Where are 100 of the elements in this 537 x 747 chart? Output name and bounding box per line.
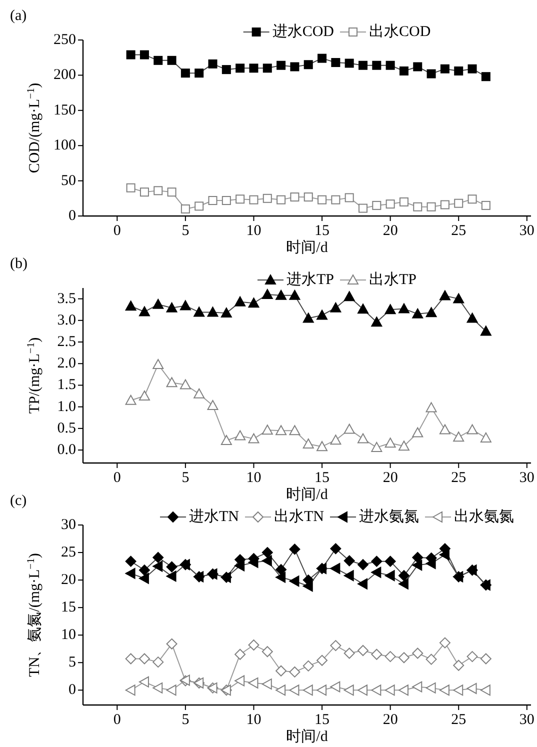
point	[180, 68, 190, 78]
point	[330, 434, 342, 445]
point	[249, 64, 258, 73]
legend-label: 出水COD	[369, 23, 431, 40]
point	[384, 570, 395, 582]
point	[194, 388, 205, 398]
point	[248, 556, 258, 568]
y-tick-label: 30	[61, 517, 76, 533]
point	[372, 60, 382, 70]
point	[234, 675, 245, 686]
point	[138, 306, 150, 316]
point	[371, 566, 382, 578]
point	[439, 549, 450, 560]
point	[466, 651, 478, 662]
point	[194, 202, 204, 211]
point	[208, 196, 218, 206]
x-tick-label: 25	[451, 470, 466, 486]
point	[290, 62, 300, 72]
point	[426, 307, 437, 318]
x-tick-label: 25	[451, 223, 466, 239]
point	[466, 424, 478, 434]
y-tick-label: 15	[61, 600, 76, 616]
point	[384, 304, 396, 314]
point	[454, 198, 464, 208]
point	[439, 684, 450, 696]
point	[167, 56, 176, 65]
point	[262, 64, 272, 73]
point	[344, 193, 354, 202]
point	[439, 637, 450, 648]
x-tick-label: 5	[182, 223, 190, 239]
point	[371, 316, 382, 327]
point	[194, 306, 205, 317]
y-tick-label: 200	[54, 67, 76, 84]
point	[384, 556, 396, 567]
point	[344, 684, 354, 696]
point	[166, 302, 178, 312]
point	[344, 291, 355, 302]
point	[138, 390, 150, 401]
point	[236, 194, 245, 204]
point	[236, 64, 245, 73]
point	[426, 69, 436, 78]
point	[398, 570, 410, 582]
point	[304, 192, 313, 202]
point	[412, 552, 424, 563]
y-tick-label: 2.5	[57, 334, 76, 350]
x-tick-label: 15	[314, 223, 330, 239]
point	[207, 306, 218, 317]
point	[330, 543, 342, 554]
legend-label: 出水TP	[369, 271, 417, 288]
point	[248, 433, 260, 444]
point	[358, 433, 368, 444]
point	[276, 665, 287, 676]
point	[371, 684, 382, 696]
point	[480, 326, 492, 336]
chart-title: (b)	[10, 256, 28, 272]
x-tick-label: 20	[382, 470, 398, 486]
point	[371, 442, 382, 452]
point	[262, 678, 272, 690]
point	[330, 562, 340, 574]
x-tick-label: 10	[246, 470, 262, 486]
y-tick-label: 10	[61, 627, 76, 644]
y-tick-label: 1.5	[57, 377, 76, 394]
point	[140, 50, 149, 60]
x-axis-title: 时间/d	[286, 728, 328, 745]
point	[439, 424, 450, 434]
point	[138, 676, 149, 688]
point	[180, 379, 191, 390]
point	[453, 432, 464, 442]
point	[220, 435, 232, 446]
point	[480, 432, 492, 442]
point	[302, 580, 313, 592]
point	[426, 682, 436, 694]
point	[454, 66, 464, 76]
point	[276, 195, 286, 204]
point	[262, 547, 273, 558]
y-tick-label: 1.0	[57, 398, 76, 415]
point	[466, 682, 477, 694]
point	[413, 202, 422, 212]
point	[234, 296, 246, 306]
x-tick-label: 15	[314, 712, 330, 728]
point	[166, 561, 178, 572]
point	[302, 438, 314, 448]
point	[138, 653, 150, 664]
point	[222, 196, 231, 206]
point	[276, 564, 287, 576]
point	[412, 427, 424, 438]
point	[276, 684, 286, 696]
point	[358, 578, 368, 590]
point	[166, 377, 178, 388]
point	[330, 640, 342, 652]
x-tick-label: 5	[182, 712, 190, 728]
y-tick-label: 0	[68, 682, 76, 698]
point	[125, 568, 136, 579]
point	[152, 560, 163, 572]
point	[384, 651, 396, 662]
point	[358, 204, 368, 213]
point	[386, 60, 395, 70]
point	[371, 556, 382, 567]
point	[289, 684, 300, 696]
point	[249, 195, 258, 204]
